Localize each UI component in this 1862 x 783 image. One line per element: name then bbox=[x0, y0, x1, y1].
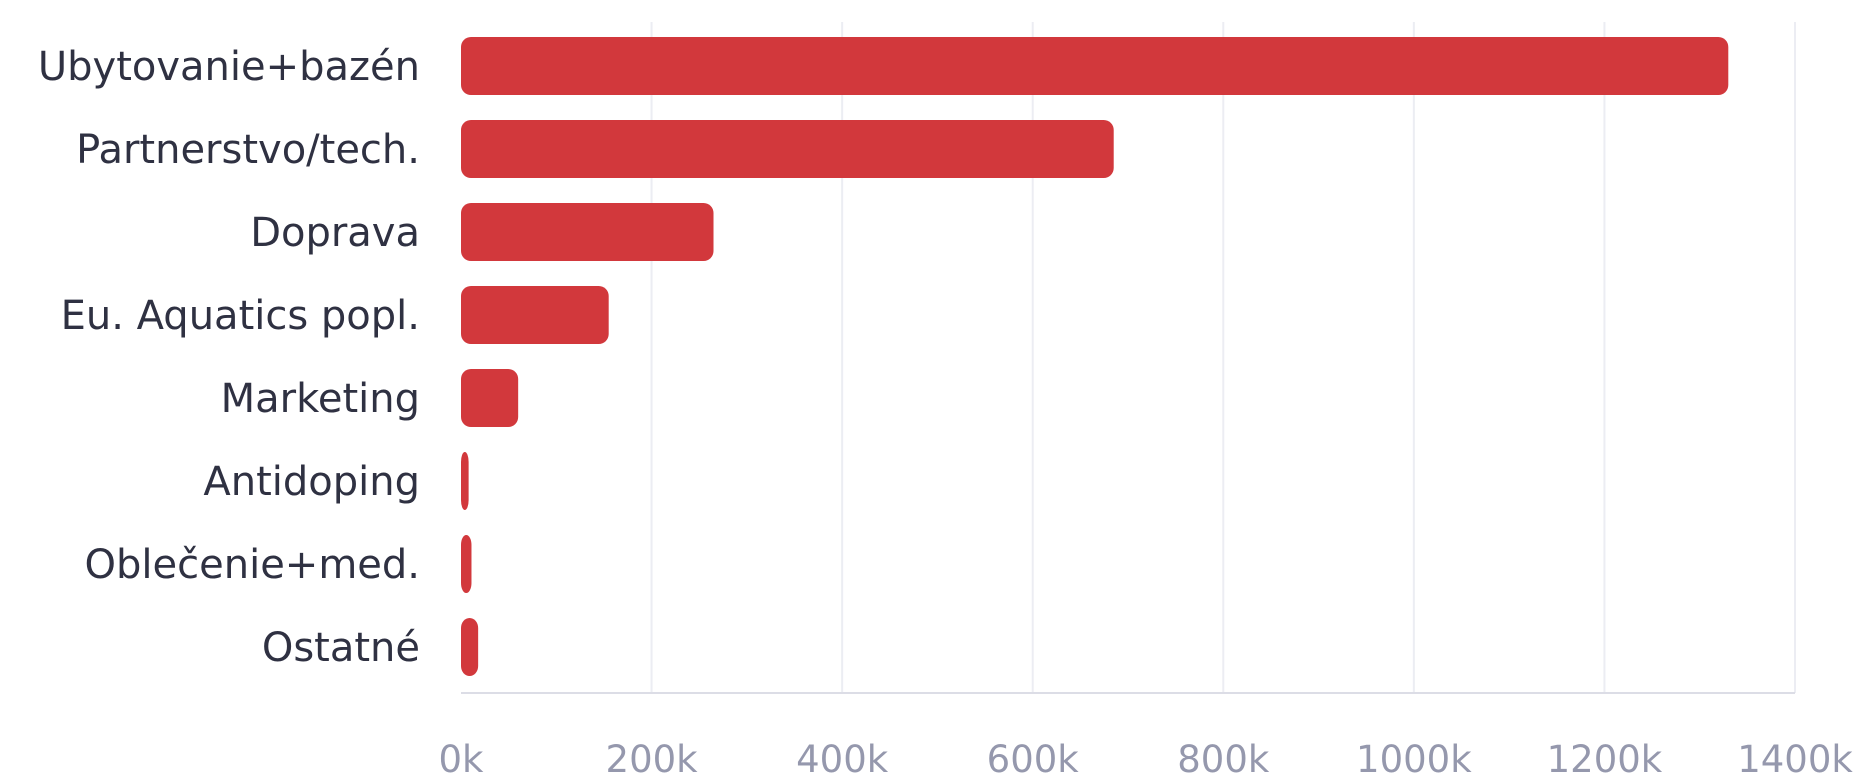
category-label: Ubytovanie+bazén bbox=[38, 44, 420, 90]
category-label: Antidoping bbox=[203, 459, 420, 505]
bar bbox=[461, 286, 609, 344]
x-tick-label: 600k bbox=[987, 738, 1080, 781]
bar bbox=[461, 369, 519, 427]
x-tick-label: 0k bbox=[439, 738, 485, 781]
bars bbox=[461, 37, 1729, 676]
bar bbox=[461, 120, 1114, 178]
bar bbox=[461, 37, 1729, 95]
category-label: Oblečenie+med. bbox=[85, 542, 420, 588]
x-tick-label: 1200k bbox=[1547, 738, 1663, 781]
x-tick-label: 400k bbox=[796, 738, 889, 781]
bar bbox=[461, 203, 714, 261]
category-label: Marketing bbox=[221, 376, 420, 422]
x-tick-label: 1400k bbox=[1737, 738, 1853, 781]
x-tick-labels: 0k 200k 400k 600k 800k 1000k 1200k 1400k bbox=[439, 738, 1854, 781]
category-label: Doprava bbox=[250, 210, 420, 256]
x-tick-label: 800k bbox=[1177, 738, 1270, 781]
category-label: Partnerstvo/tech. bbox=[76, 127, 420, 173]
bar bbox=[461, 452, 469, 510]
bar bbox=[461, 618, 479, 676]
bar bbox=[461, 535, 472, 593]
x-tick-label: 200k bbox=[606, 738, 699, 781]
x-tick-label: 1000k bbox=[1356, 738, 1472, 781]
category-label: Eu. Aquatics popl. bbox=[61, 293, 420, 339]
category-label: Ostatné bbox=[262, 625, 420, 671]
category-labels: Ubytovanie+bazén Partnerstvo/tech. Doprava… bbox=[38, 44, 420, 671]
